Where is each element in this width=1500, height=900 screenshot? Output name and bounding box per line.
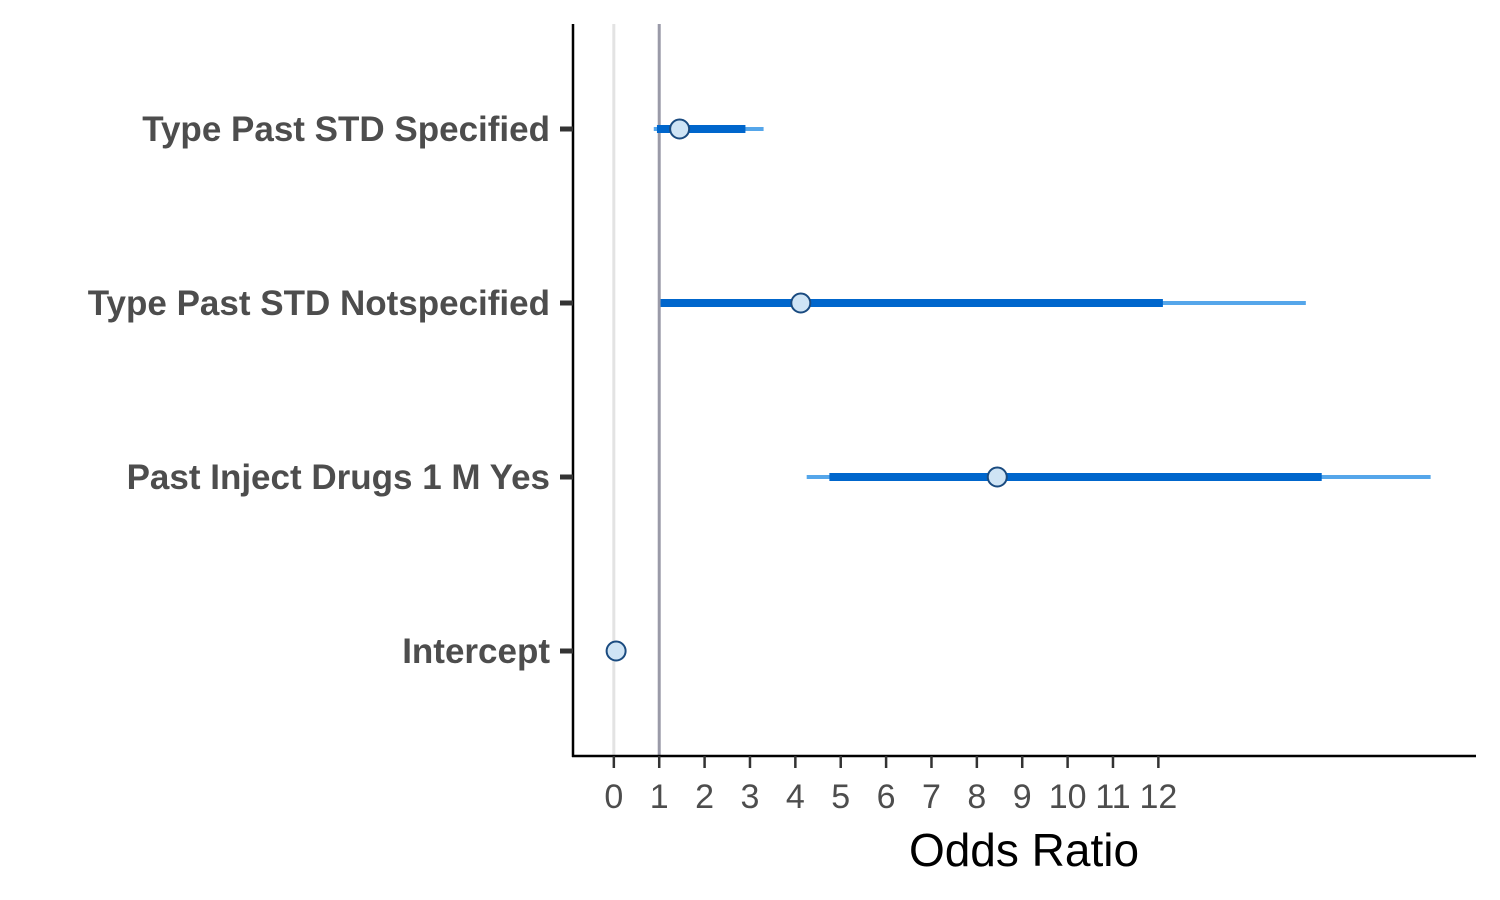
- x-tick-label-9: 9: [1013, 778, 1032, 816]
- x-axis-ticks: 0 1 2 3 4 5 6 7 8 9 10 11 12: [604, 756, 1177, 816]
- point-estimate-past-inject-drugs-1-m-yes: [986, 466, 1008, 488]
- point-estimate-type-past-std-notspecified: [790, 292, 812, 314]
- axes: [571, 24, 1476, 758]
- y-label-past-inject-drugs-1-m-yes: Past Inject Drugs 1 M Yes: [127, 458, 550, 497]
- y-label-type-past-std-notspecified: Type Past STD Notspecified: [88, 284, 550, 323]
- reference-lines: [612, 24, 661, 756]
- point-estimate-intercept: [605, 640, 627, 662]
- x-axis-title: Odds Ratio: [909, 824, 1139, 876]
- x-tick-label-0: 0: [604, 778, 623, 816]
- x-tick-label-5: 5: [831, 778, 850, 816]
- confidence-intervals: [653, 125, 1431, 481]
- y-label-intercept: Intercept: [402, 632, 550, 671]
- point-estimate-type-past-std-specified: [669, 118, 691, 140]
- x-tick-label-11: 11: [1095, 778, 1130, 816]
- x-tick-label-4: 4: [786, 778, 805, 816]
- y-label-type-past-std-specified: Type Past STD Specified: [142, 110, 550, 149]
- x-tick-label-1: 1: [650, 778, 669, 816]
- x-tick-label-10: 10: [1049, 778, 1087, 816]
- x-tick-label-2: 2: [695, 778, 714, 816]
- x-tick-label-7: 7: [922, 778, 941, 816]
- x-tick-label-8: 8: [967, 778, 986, 816]
- x-tick-label-3: 3: [741, 778, 760, 816]
- y-axis-labels: Type Past STD Specified Type Past STD Not…: [88, 110, 573, 671]
- x-tick-label-12: 12: [1139, 778, 1177, 816]
- point-estimates: [605, 118, 1008, 662]
- x-tick-label-6: 6: [877, 778, 896, 816]
